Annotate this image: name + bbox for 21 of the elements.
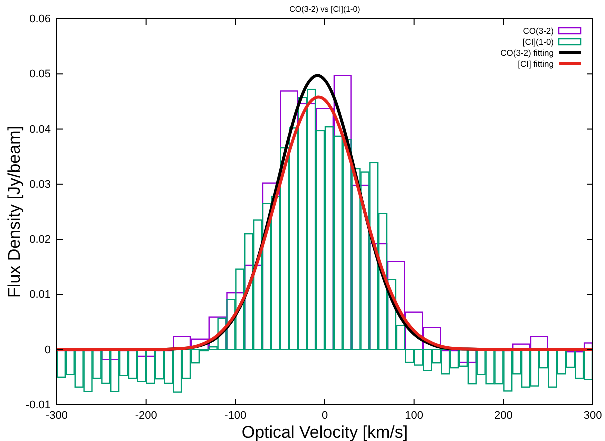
- x-tick-label: 200: [494, 410, 513, 422]
- x-tick-label: -300: [46, 410, 68, 422]
- x-tick-label: 100: [405, 410, 424, 422]
- y-axis-title: Flux Density [Jy/beam]: [5, 126, 24, 298]
- legend-label: [CI](1-0): [522, 37, 554, 47]
- y-tick-label: -0.01: [26, 400, 51, 412]
- legend-label: CO(3-2) fitting: [500, 48, 554, 58]
- x-tick-label: -200: [135, 410, 158, 422]
- y-tick-label: 0.06: [30, 14, 51, 26]
- legend-label: [CI] fitting: [518, 59, 554, 69]
- y-tick-label: 0.04: [30, 124, 51, 136]
- x-tick-label: -100: [224, 410, 247, 422]
- y-tick-label: 0.03: [30, 178, 51, 191]
- legend-label: CO(3-2): [523, 26, 554, 36]
- y-tick-label: 0.05: [30, 68, 51, 81]
- x-tick-label: 0: [322, 410, 328, 422]
- y-tick-label: 0.02: [30, 234, 51, 246]
- y-tick-label: 0.01: [30, 289, 51, 302]
- y-tick-label: 0: [44, 344, 51, 356]
- x-tick-label: 300: [584, 410, 602, 422]
- chart-title: CO(3-2) vs [CI](1-0): [290, 5, 361, 14]
